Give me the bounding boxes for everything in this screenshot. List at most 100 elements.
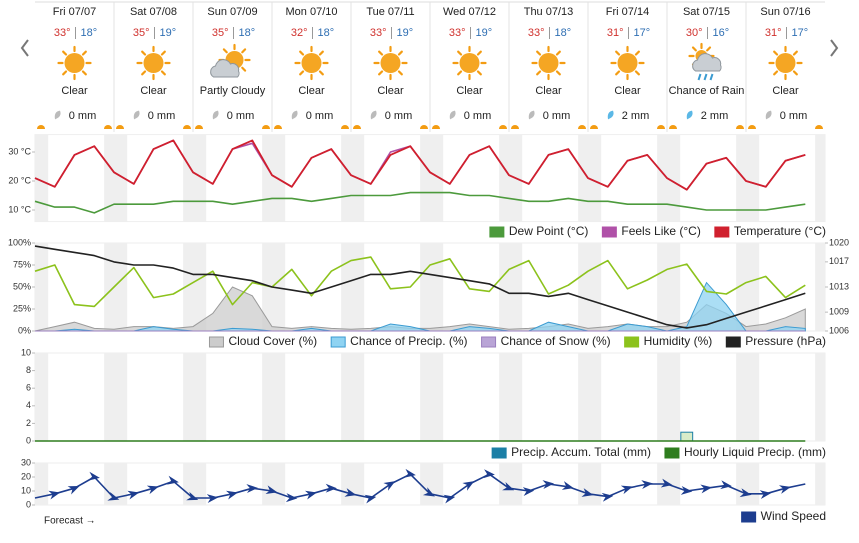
line-series <box>34 191 806 214</box>
night-band <box>35 134 49 222</box>
sunset-icon <box>341 125 349 129</box>
sun-ray <box>241 48 247 54</box>
night-band <box>104 353 128 441</box>
y-tick-label: 0 <box>26 499 31 509</box>
precip-drop <box>607 110 614 120</box>
sun-ray <box>299 50 305 56</box>
sun-ray <box>318 50 324 56</box>
cloud <box>692 53 722 72</box>
day-date: Sun 07/16 <box>760 6 810 18</box>
legend-label: Precip. Accum. Total (mm) <box>511 445 651 459</box>
line-series <box>34 256 806 308</box>
forecast-note: Forecast → <box>44 516 96 527</box>
temp-low: 19° <box>160 27 177 39</box>
precip-drop <box>291 110 298 120</box>
sunset-icon <box>815 125 823 129</box>
night-band <box>815 353 825 441</box>
night-band <box>736 463 760 505</box>
precip-drop <box>449 110 456 120</box>
sunset-icon <box>736 125 744 129</box>
legend-swatch <box>714 226 730 238</box>
temp-high: 31° <box>765 27 782 39</box>
y-tick-label: 30 °C <box>8 146 31 156</box>
condition: Clear <box>61 85 88 97</box>
sunset-icon <box>499 125 507 129</box>
night-band <box>262 134 286 222</box>
precip-bar <box>680 431 694 442</box>
y-tick-label: 100% <box>8 237 31 247</box>
night-band <box>657 353 681 441</box>
legend-label: Chance of Snow (%) <box>501 334 611 348</box>
night-band <box>104 134 128 222</box>
temp-high: 33° <box>54 27 71 39</box>
night-band <box>35 353 49 441</box>
sun-ray <box>378 50 384 56</box>
temp-low: 18° <box>239 27 256 39</box>
sun-ray <box>476 70 482 76</box>
day-date: Fri 07/14 <box>606 6 649 18</box>
night-band <box>578 463 602 505</box>
next-arrow[interactable] <box>830 39 839 57</box>
sun-ray <box>378 70 384 76</box>
line-series <box>34 245 806 329</box>
sunrise-icon <box>353 125 361 129</box>
night-band <box>815 243 825 331</box>
temp-high: 31° <box>607 27 624 39</box>
sunset-icon <box>262 125 270 129</box>
day-date: Sun 07/09 <box>207 6 257 18</box>
temp-high: 33° <box>528 27 545 39</box>
prev-arrow[interactable] <box>20 39 29 57</box>
sunset-icon <box>578 125 586 129</box>
sun-ray <box>691 46 697 52</box>
sunrise-icon <box>432 125 440 129</box>
y-tick-label: 4 <box>26 400 31 410</box>
sun-ray <box>81 70 87 76</box>
sun-ray <box>241 66 247 72</box>
sun-ray <box>160 50 166 56</box>
sun-ray <box>773 70 779 76</box>
y-tick-label: 10 <box>21 347 31 357</box>
temp-low: 18° <box>318 27 335 39</box>
condition: Clear <box>456 85 483 97</box>
legend-label: Hourly Liquid Precip. (mm) <box>684 445 826 459</box>
sun <box>459 53 480 73</box>
legend-swatch <box>601 226 617 238</box>
temp-high: 32° <box>291 27 308 39</box>
sun <box>143 53 164 73</box>
sun-ray <box>634 50 640 56</box>
day-date: Mon 07/10 <box>286 6 338 18</box>
precip-amount: 2 mm <box>622 110 650 122</box>
sun <box>775 53 796 73</box>
night-band <box>183 353 207 441</box>
precip-amount: 0 mm <box>385 110 413 122</box>
sun-ray <box>318 70 324 76</box>
temp-low: 18° <box>81 27 98 39</box>
precip-drop <box>133 110 140 120</box>
temp-high: 35° <box>133 27 150 39</box>
night-band <box>420 353 444 441</box>
night-band <box>262 463 286 505</box>
legend-swatch <box>741 511 757 523</box>
sun-ray <box>397 50 403 56</box>
night-band <box>499 243 523 331</box>
temp-low: 19° <box>397 27 414 39</box>
y-tick-label: 30 <box>21 457 31 467</box>
y-tick-label: 75% <box>13 259 31 269</box>
legend-swatch <box>624 336 640 348</box>
precip-amount: 0 mm <box>543 110 571 122</box>
sun-ray <box>62 70 68 76</box>
precip-amount: 0 mm <box>780 110 808 122</box>
day-date: Wed 07/12 <box>443 6 496 18</box>
condition: Clear <box>298 85 325 97</box>
legend-label: Pressure (hPa) <box>745 334 826 348</box>
sun <box>380 53 401 73</box>
y-tick-label: 50% <box>13 281 31 291</box>
y-tick-label: 2 <box>26 418 31 428</box>
legend-label: Dew Point (°C) <box>509 224 588 238</box>
y2-tick-label: 1013 <box>829 281 849 291</box>
rain-drop <box>709 73 714 81</box>
temp-low: 18° <box>555 27 572 39</box>
y-tick-label: 0% <box>18 325 31 335</box>
sun-ray <box>476 50 482 56</box>
temp-low: 19° <box>476 27 493 39</box>
